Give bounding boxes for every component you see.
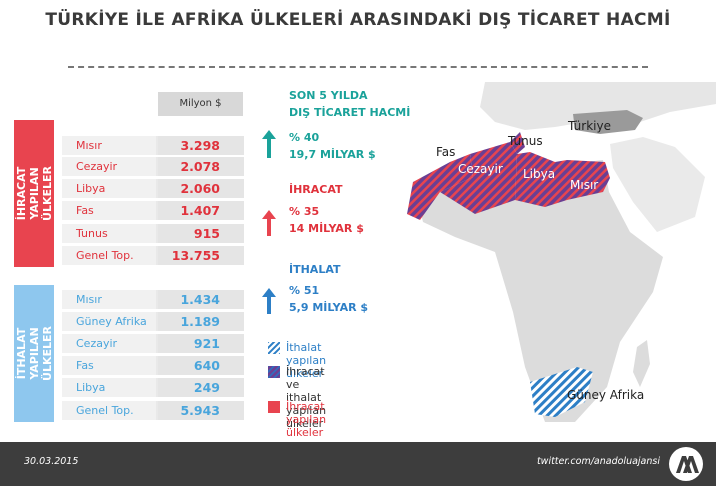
- tunisia-shape: [510, 132, 525, 154]
- egypt-shape: [567, 160, 610, 200]
- libya-shape: [515, 152, 567, 207]
- up-arrow-icon: [262, 288, 276, 314]
- import-row: Güney Afrika 1.189: [62, 312, 244, 331]
- stat-amount: 19,7 MİLYAR $: [289, 148, 376, 161]
- africa-landmass: [413, 160, 663, 422]
- stat-percent: % 51: [289, 284, 320, 297]
- map-label-libya: Libya: [523, 167, 556, 181]
- export-value: 2.060: [158, 179, 244, 198]
- europe-landmass: [480, 82, 716, 130]
- import-value: 640: [158, 356, 244, 375]
- south-africa-shape: [530, 367, 593, 417]
- export-country: Genel Top.: [62, 246, 156, 265]
- import-country: Fas: [62, 356, 156, 375]
- export-value: 3.298: [158, 136, 244, 155]
- import-country: Libya: [62, 378, 156, 397]
- footer-source-link[interactable]: twitter.com/anadoluajansi: [536, 456, 660, 467]
- import-row: Fas 640: [62, 356, 244, 375]
- page-title: TÜRKİYE İLE AFRİKA ÜLKELERİ ARASINDAKİ D…: [45, 10, 671, 30]
- turkey-shape: [573, 110, 643, 134]
- africa-map: [407, 82, 716, 422]
- export-countries-label: İHRACAT YAPILAN ÜLKELER: [14, 120, 54, 267]
- map-label-tunus: Tunus: [508, 134, 543, 148]
- stat-amount: 14 MİLYAR $: [289, 222, 364, 235]
- map-label-turkiye: Türkiye: [568, 119, 611, 133]
- import-value: 249: [158, 378, 244, 397]
- import-country: Mısır: [62, 290, 156, 309]
- stat-line: İHRACAT: [289, 183, 343, 196]
- map-label-cezayir: Cezayir: [458, 162, 503, 176]
- import-row: Mısır 1.434: [62, 290, 244, 309]
- export-value: 13.755: [158, 246, 244, 265]
- export-country: Tunus: [62, 224, 156, 243]
- export-row: Fas 1.407: [62, 201, 244, 220]
- morocco-shape: [407, 154, 473, 220]
- title-divider: [68, 66, 648, 68]
- export-country: Fas: [62, 201, 156, 220]
- stat-percent: % 35: [289, 205, 320, 218]
- aa-logo-icon: [669, 447, 703, 481]
- legend-swatch-both: [268, 366, 280, 378]
- export-row: Tunus 915: [62, 224, 244, 243]
- map-label-misir: Mısır: [570, 178, 599, 192]
- legend-label: İthalat yapılan ülkeler: [286, 341, 327, 380]
- export-row: Libya 2.060: [62, 179, 244, 198]
- stat-line: İTHALAT: [289, 263, 341, 276]
- import-row: Cezayir 921: [62, 334, 244, 353]
- up-arrow-icon: [262, 130, 276, 158]
- import-total-row: Genel Top. 5.943: [62, 401, 244, 420]
- legend-label: İhracat yapılan ülkeler: [286, 400, 327, 439]
- export-value: 915: [158, 224, 244, 243]
- import-value: 1.434: [158, 290, 244, 309]
- map-label-fas: Fas: [436, 145, 456, 159]
- unit-header: Milyon $: [158, 92, 243, 116]
- footer-bar: 30.03.2015 twitter.com/anadoluajansi: [0, 442, 716, 486]
- stat-percent: % 40: [289, 131, 320, 144]
- up-arrow-icon: [262, 210, 276, 236]
- middle-east-landmass: [610, 137, 705, 232]
- export-row: Cezayir 2.078: [62, 157, 244, 176]
- import-country: Güney Afrika: [62, 312, 156, 331]
- import-country: Genel Top.: [62, 401, 156, 420]
- stat-line: DIŞ TİCARET HACMİ: [289, 106, 411, 119]
- import-value: 5.943: [158, 401, 244, 420]
- export-row: Mısır 3.298: [62, 136, 244, 155]
- export-total-row: Genel Top. 13.755: [62, 246, 244, 265]
- footer-date: 30.03.2015: [24, 456, 79, 467]
- stat-line: SON 5 YILDA: [289, 89, 368, 102]
- map-label-guney-afrika: Güney Afrika: [567, 388, 645, 402]
- import-value: 1.189: [158, 312, 244, 331]
- export-value: 1.407: [158, 201, 244, 220]
- algeria-shape: [440, 142, 517, 214]
- madagascar-shape: [633, 340, 650, 387]
- export-country: Libya: [62, 179, 156, 198]
- export-country: Mısır: [62, 136, 156, 155]
- legend-swatch-import: [268, 342, 280, 354]
- legend-label: İhracat ve ithalat yapılan ülkeler: [286, 365, 327, 430]
- export-country: Cezayir: [62, 157, 156, 176]
- import-countries-label: İTHALAT YAPILAN ÜLKELER: [14, 285, 54, 422]
- import-country: Cezayir: [62, 334, 156, 353]
- import-value: 921: [158, 334, 244, 353]
- import-row: Libya 249: [62, 378, 244, 397]
- export-value: 2.078: [158, 157, 244, 176]
- legend-swatch-export: [268, 401, 280, 413]
- stat-amount: 5,9 MİLYAR $: [289, 301, 369, 314]
